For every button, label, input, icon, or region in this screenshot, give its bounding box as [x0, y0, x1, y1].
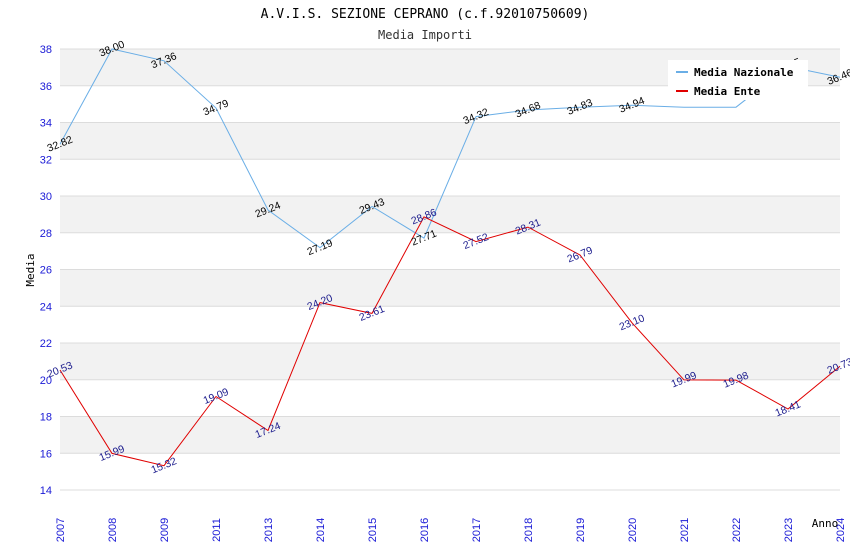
y-tick-label: 32 — [40, 154, 52, 166]
y-tick-label: 30 — [40, 191, 52, 203]
y-tick-label: 22 — [40, 338, 52, 350]
legend-box — [668, 60, 808, 100]
x-tick-label: 2013 — [263, 518, 275, 542]
plot-background — [60, 48, 840, 491]
grid-band — [60, 379, 840, 417]
grid-band — [60, 232, 840, 270]
x-tick-label: 2019 — [575, 518, 587, 542]
chart-subtitle: Media Importi — [378, 28, 472, 42]
legend-entry: Media Nazionale — [694, 66, 794, 79]
series-line-media-nazionale — [59, 48, 841, 249]
y-tick-label: 36 — [40, 81, 52, 93]
x-tick-label: 2023 — [783, 518, 795, 542]
y-tick-label: 28 — [40, 228, 52, 240]
grid-band — [60, 306, 840, 343]
series-lines — [59, 48, 841, 467]
series-line-media-ente — [59, 216, 841, 467]
y-axis-ticks: 14 16 18 20 22 24 26 28 30 32 34 36 38 — [40, 44, 52, 497]
y-tick-label: 26 — [40, 265, 52, 277]
chart-title: A.V.I.S. SEZIONE CEPRANO (c.f.9201075060… — [261, 7, 590, 22]
x-tick-label: 2022 — [731, 518, 743, 542]
x-tick-label: 2008 — [107, 518, 119, 542]
x-tick-label: 2024 — [835, 518, 847, 542]
x-tick-label: 2021 — [679, 518, 691, 542]
grid-band — [60, 196, 840, 233]
x-tick-label: 2011 — [211, 518, 223, 542]
x-tick-label: 2016 — [419, 518, 431, 542]
x-axis-label: Anno — [812, 517, 839, 530]
x-tick-label: 2017 — [471, 518, 483, 542]
grid-band — [60, 416, 840, 454]
x-tick-label: 2009 — [159, 518, 171, 542]
y-tick-label: 14 — [40, 485, 52, 497]
x-tick-label: 2014 — [315, 518, 327, 542]
y-tick-label: 16 — [40, 448, 52, 460]
legend-entry: Media Ente — [694, 85, 761, 98]
x-tick-label: 2015 — [367, 518, 379, 542]
y-tick-label: 24 — [40, 301, 52, 313]
x-axis-ticks: 2007 2008 2009 2011 2013 2014 2015 2016 2017 2018… — [55, 518, 847, 542]
y-axis-label: Media — [24, 253, 37, 286]
grid-band — [60, 269, 840, 307]
grid-band — [60, 343, 840, 380]
x-tick-label: 2007 — [55, 518, 67, 542]
legend: Media Nazionale Media Ente — [668, 60, 808, 100]
x-tick-label: 2018 — [523, 518, 535, 542]
y-tick-label: 34 — [40, 118, 52, 130]
grid-band — [60, 122, 840, 160]
y-tick-label: 18 — [40, 412, 52, 424]
y-tick-label: 20 — [40, 375, 52, 387]
x-tick-label: 2020 — [627, 518, 639, 542]
y-tick-label: 38 — [40, 44, 52, 56]
grid-band — [60, 453, 840, 490]
